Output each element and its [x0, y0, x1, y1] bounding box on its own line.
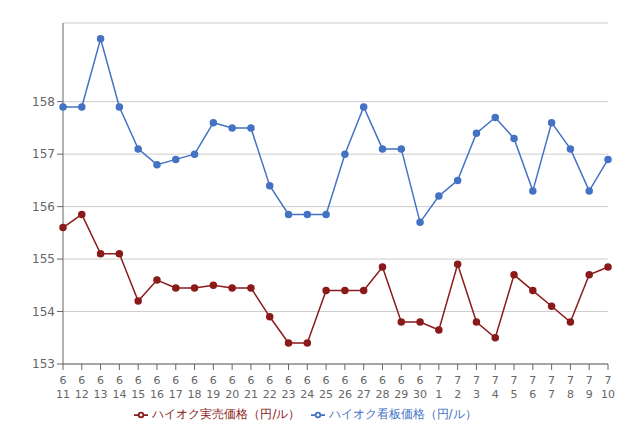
html-text:ハイオク実売価格（円/ル）: ハイオク実売価格（円/ル）	[152, 407, 301, 421]
svg-text:158: 158	[32, 95, 55, 109]
svg-text:617: 617	[169, 374, 183, 401]
svg-text:625: 625	[319, 374, 333, 401]
svg-text:77: 77	[548, 374, 555, 401]
svg-text:74: 74	[492, 374, 499, 401]
svg-text:622: 622	[263, 374, 277, 401]
svg-text:157: 157	[32, 147, 55, 161]
svg-text:629: 629	[394, 374, 408, 401]
svg-text:630: 630	[413, 374, 427, 401]
svg-text:619: 619	[206, 374, 220, 401]
svg-text:72: 72	[454, 374, 461, 401]
svg-text:79: 79	[586, 374, 593, 401]
svg-text:615: 615	[131, 374, 145, 401]
svg-text:73: 73	[473, 374, 480, 401]
svg-text:626: 626	[338, 374, 352, 401]
svg-text:71: 71	[435, 374, 442, 401]
svg-text:710: 710	[601, 374, 615, 401]
svg-text:75: 75	[511, 374, 518, 401]
svg-text:154: 154	[32, 305, 55, 319]
svg-text:616: 616	[150, 374, 164, 401]
svg-text:620: 620	[225, 374, 239, 401]
svg-text:627: 627	[357, 374, 371, 401]
svg-text:621: 621	[244, 374, 258, 401]
svg-text:613: 613	[94, 374, 108, 401]
html-text:ハイオク看板価格（円/ル）: ハイオク看板価格（円/ル）	[328, 407, 477, 421]
svg-text:156: 156	[32, 200, 55, 214]
svg-text:614: 614	[112, 374, 126, 401]
svg-text:623: 623	[282, 374, 296, 401]
svg-text:155: 155	[32, 252, 55, 266]
svg-text:611: 611	[56, 374, 70, 401]
svg-text:76: 76	[529, 374, 536, 401]
svg-text:612: 612	[75, 374, 89, 401]
svg-text:624: 624	[300, 374, 314, 401]
svg-text:618: 618	[188, 374, 202, 401]
svg-text:628: 628	[375, 374, 389, 401]
svg-text:78: 78	[567, 374, 574, 401]
svg-text:153: 153	[32, 357, 55, 371]
